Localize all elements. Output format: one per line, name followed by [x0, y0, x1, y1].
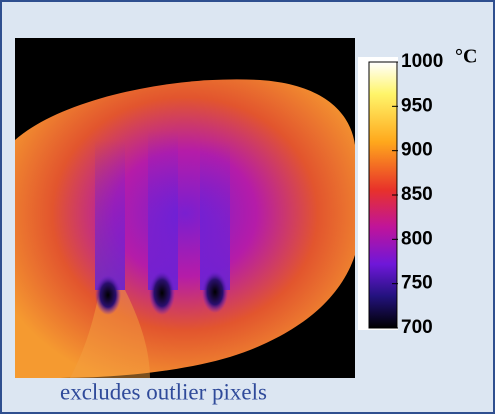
tick-label: 1000 — [401, 51, 443, 72]
tick-label: 950 — [401, 95, 433, 116]
tick-label: 750 — [401, 273, 433, 294]
unit-label: °C — [455, 46, 477, 68]
thermal-image — [15, 38, 355, 378]
tick-label: 800 — [401, 228, 433, 249]
tick-label: 900 — [401, 140, 433, 161]
tick-label: 700 — [401, 317, 433, 338]
figure: 700 750 800 850 900 950 1000 °C excludes outli… — [0, 0, 495, 414]
tick-label: 850 — [401, 184, 433, 205]
caption: excludes outlier pixels — [60, 379, 267, 404]
